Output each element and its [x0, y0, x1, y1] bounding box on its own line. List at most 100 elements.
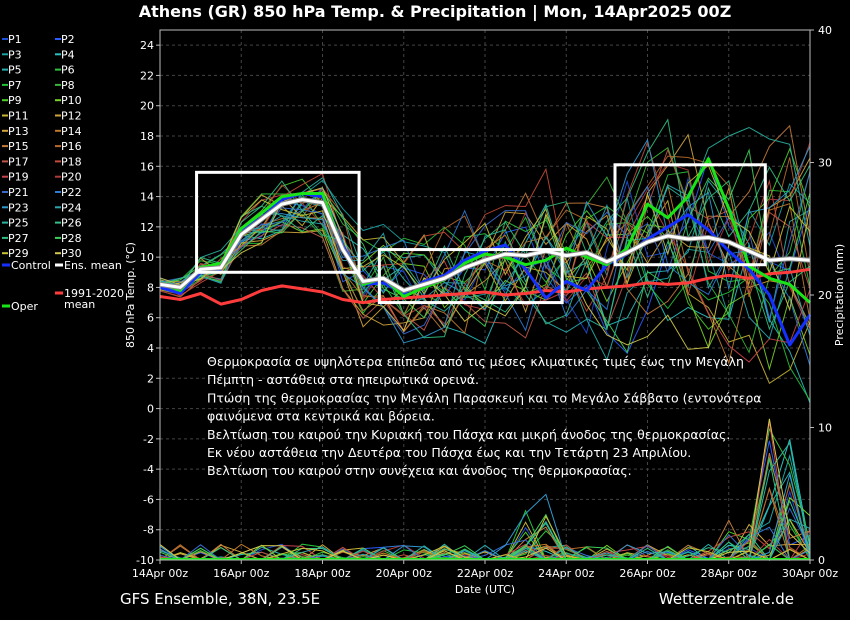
legend-label: P3: [8, 48, 22, 61]
y-tick-label: 22: [140, 69, 154, 82]
highlight-box: [377, 248, 564, 305]
annotation-line: Θερμοκρασία σε υψηλότερα επίπεδα από τις…: [207, 354, 744, 369]
legend-label: 1991-2020: [64, 287, 124, 300]
footer-site: Wetterzentrale.de: [659, 590, 794, 608]
x-tick-label: 16Apr 00z: [213, 567, 270, 580]
member-line: [159, 184, 811, 340]
y2-tick-label: 20: [818, 289, 832, 302]
legend-label: P24: [61, 201, 82, 214]
y-tick-label: 24: [140, 39, 154, 52]
y-tick-label: -2: [143, 433, 154, 446]
main-series: [159, 157, 812, 347]
y-tick-label: 12: [140, 221, 154, 234]
legend-label: P21: [8, 186, 29, 199]
legend-label: Oper: [11, 300, 38, 313]
legend-label: P2: [61, 33, 75, 46]
legend-label: P7: [8, 79, 22, 92]
annotation-line: Εκ νέου αστάθεια την Δευτέρα του Πάσχα έ…: [207, 445, 691, 460]
x-tick-label: 26Apr 00z: [619, 567, 676, 580]
member-line: [159, 148, 811, 354]
x-axis-ticks: 14Apr 00z 16Apr 00z 18Apr 00z 20Apr 00z 22Ap…: [132, 560, 839, 580]
y-tick-label: -8: [143, 524, 154, 537]
y-tick-label: 0: [147, 403, 154, 416]
grid: [160, 30, 810, 560]
y2-axis-ticks: 40 30 20 10 0: [810, 24, 832, 567]
legend-label: P20: [61, 171, 82, 184]
y-tick-label: 14: [140, 191, 154, 204]
y-tick-label: 18: [140, 130, 154, 143]
chart-title: Athens (GR) 850 hPa Temp. & Precipitatio…: [139, 2, 732, 22]
y2-tick-label: 0: [818, 554, 825, 567]
y2-tick-label: 10: [818, 422, 832, 435]
y-tick-label: 8: [147, 281, 154, 294]
annotation-line: Πέμπτη - αστάθεια στα ηπειρωτικά ορεινά.: [207, 372, 479, 387]
y-tick-label: 20: [140, 100, 154, 113]
legend-label: Control: [11, 259, 51, 272]
x-tick-label: 18Apr 00z: [294, 567, 351, 580]
y-axis-label: 850 hPa Temp. (°C): [124, 242, 137, 348]
legend-label: P8: [61, 79, 75, 92]
annotation-text: Θερμοκρασία σε υψηλότερα επίπεδα από τις…: [207, 354, 762, 478]
highlight-box: [195, 170, 361, 274]
legend-label: P13: [8, 125, 29, 138]
legend-label: P17: [8, 155, 29, 168]
legend-label: P30: [61, 247, 82, 260]
legend-label: P9: [8, 94, 22, 107]
member-line: [159, 193, 811, 404]
legend-label: P14: [61, 125, 82, 138]
oper-line: [159, 157, 812, 304]
climate-mean-line: [159, 267, 811, 306]
y-tick-label: -10: [136, 554, 154, 567]
legend-label: Ens. mean: [64, 259, 122, 272]
y-tick-label: 16: [140, 160, 154, 173]
legend-label: P1: [8, 33, 22, 46]
y-tick-label: -4: [143, 463, 154, 476]
legend-label: P10: [61, 94, 82, 107]
legend-label: P6: [61, 64, 75, 77]
y2-axis-label: Precipitation (mm): [833, 244, 846, 346]
legend-label: P19: [8, 171, 29, 184]
ens-mean-line: [159, 198, 811, 292]
x-tick-label: 28Apr 00z: [701, 567, 758, 580]
legend-label: P12: [61, 110, 82, 123]
footer-source: GFS Ensemble, 38N, 23.5E: [120, 590, 320, 608]
x-tick-label: 22Apr 00z: [457, 567, 514, 580]
legend-label: P22: [61, 186, 82, 199]
member-line: [159, 140, 811, 329]
y-tick-label: 2: [147, 372, 154, 385]
legend-label: P15: [8, 140, 29, 153]
legend-label: P28: [61, 232, 82, 245]
y-tick-label: 4: [147, 342, 154, 355]
x-tick-label: 30Apr 00z: [782, 567, 839, 580]
precip-line: [160, 421, 811, 562]
y-tick-label: -6: [143, 493, 154, 506]
annotation-line: φαινόμενα στα κεντρικά και βόρεια.: [207, 409, 435, 424]
legend-label: P27: [8, 232, 29, 245]
legend-label: P18: [61, 155, 82, 168]
x-tick-label: 14Apr 00z: [132, 567, 189, 580]
highlight-box: [613, 163, 767, 267]
member-line: [159, 142, 811, 325]
y-tick-label: 6: [147, 312, 154, 325]
y2-tick-label: 30: [818, 157, 832, 170]
member-line: [159, 221, 811, 371]
y2-tick-label: 40: [818, 24, 832, 37]
member-line: [159, 187, 811, 350]
legend-label: mean: [64, 298, 95, 311]
x-tick-label: 20Apr 00z: [376, 567, 433, 580]
y-tick-label: 10: [140, 251, 154, 264]
legend: P1 P2 P3 P4 P5 P6 P7 P8 P9 P10 P11 P12 P13 P14 P15 P16 P…: [2, 33, 124, 313]
legend-label: P4: [61, 48, 75, 61]
legend-label: P23: [8, 201, 29, 214]
legend-label: P26: [61, 217, 82, 230]
legend-label: P16: [61, 140, 82, 153]
legend-label: P29: [8, 247, 29, 260]
legend-label: P11: [8, 110, 29, 123]
annotation-line: Βελτίωση του καιρού την Κυριακή του Πάσχ…: [207, 427, 730, 442]
x-axis-label: Date (UTC): [455, 583, 515, 596]
highlight-boxes: [195, 163, 767, 305]
legend-label: P5: [8, 64, 22, 77]
member-line: [159, 118, 811, 339]
